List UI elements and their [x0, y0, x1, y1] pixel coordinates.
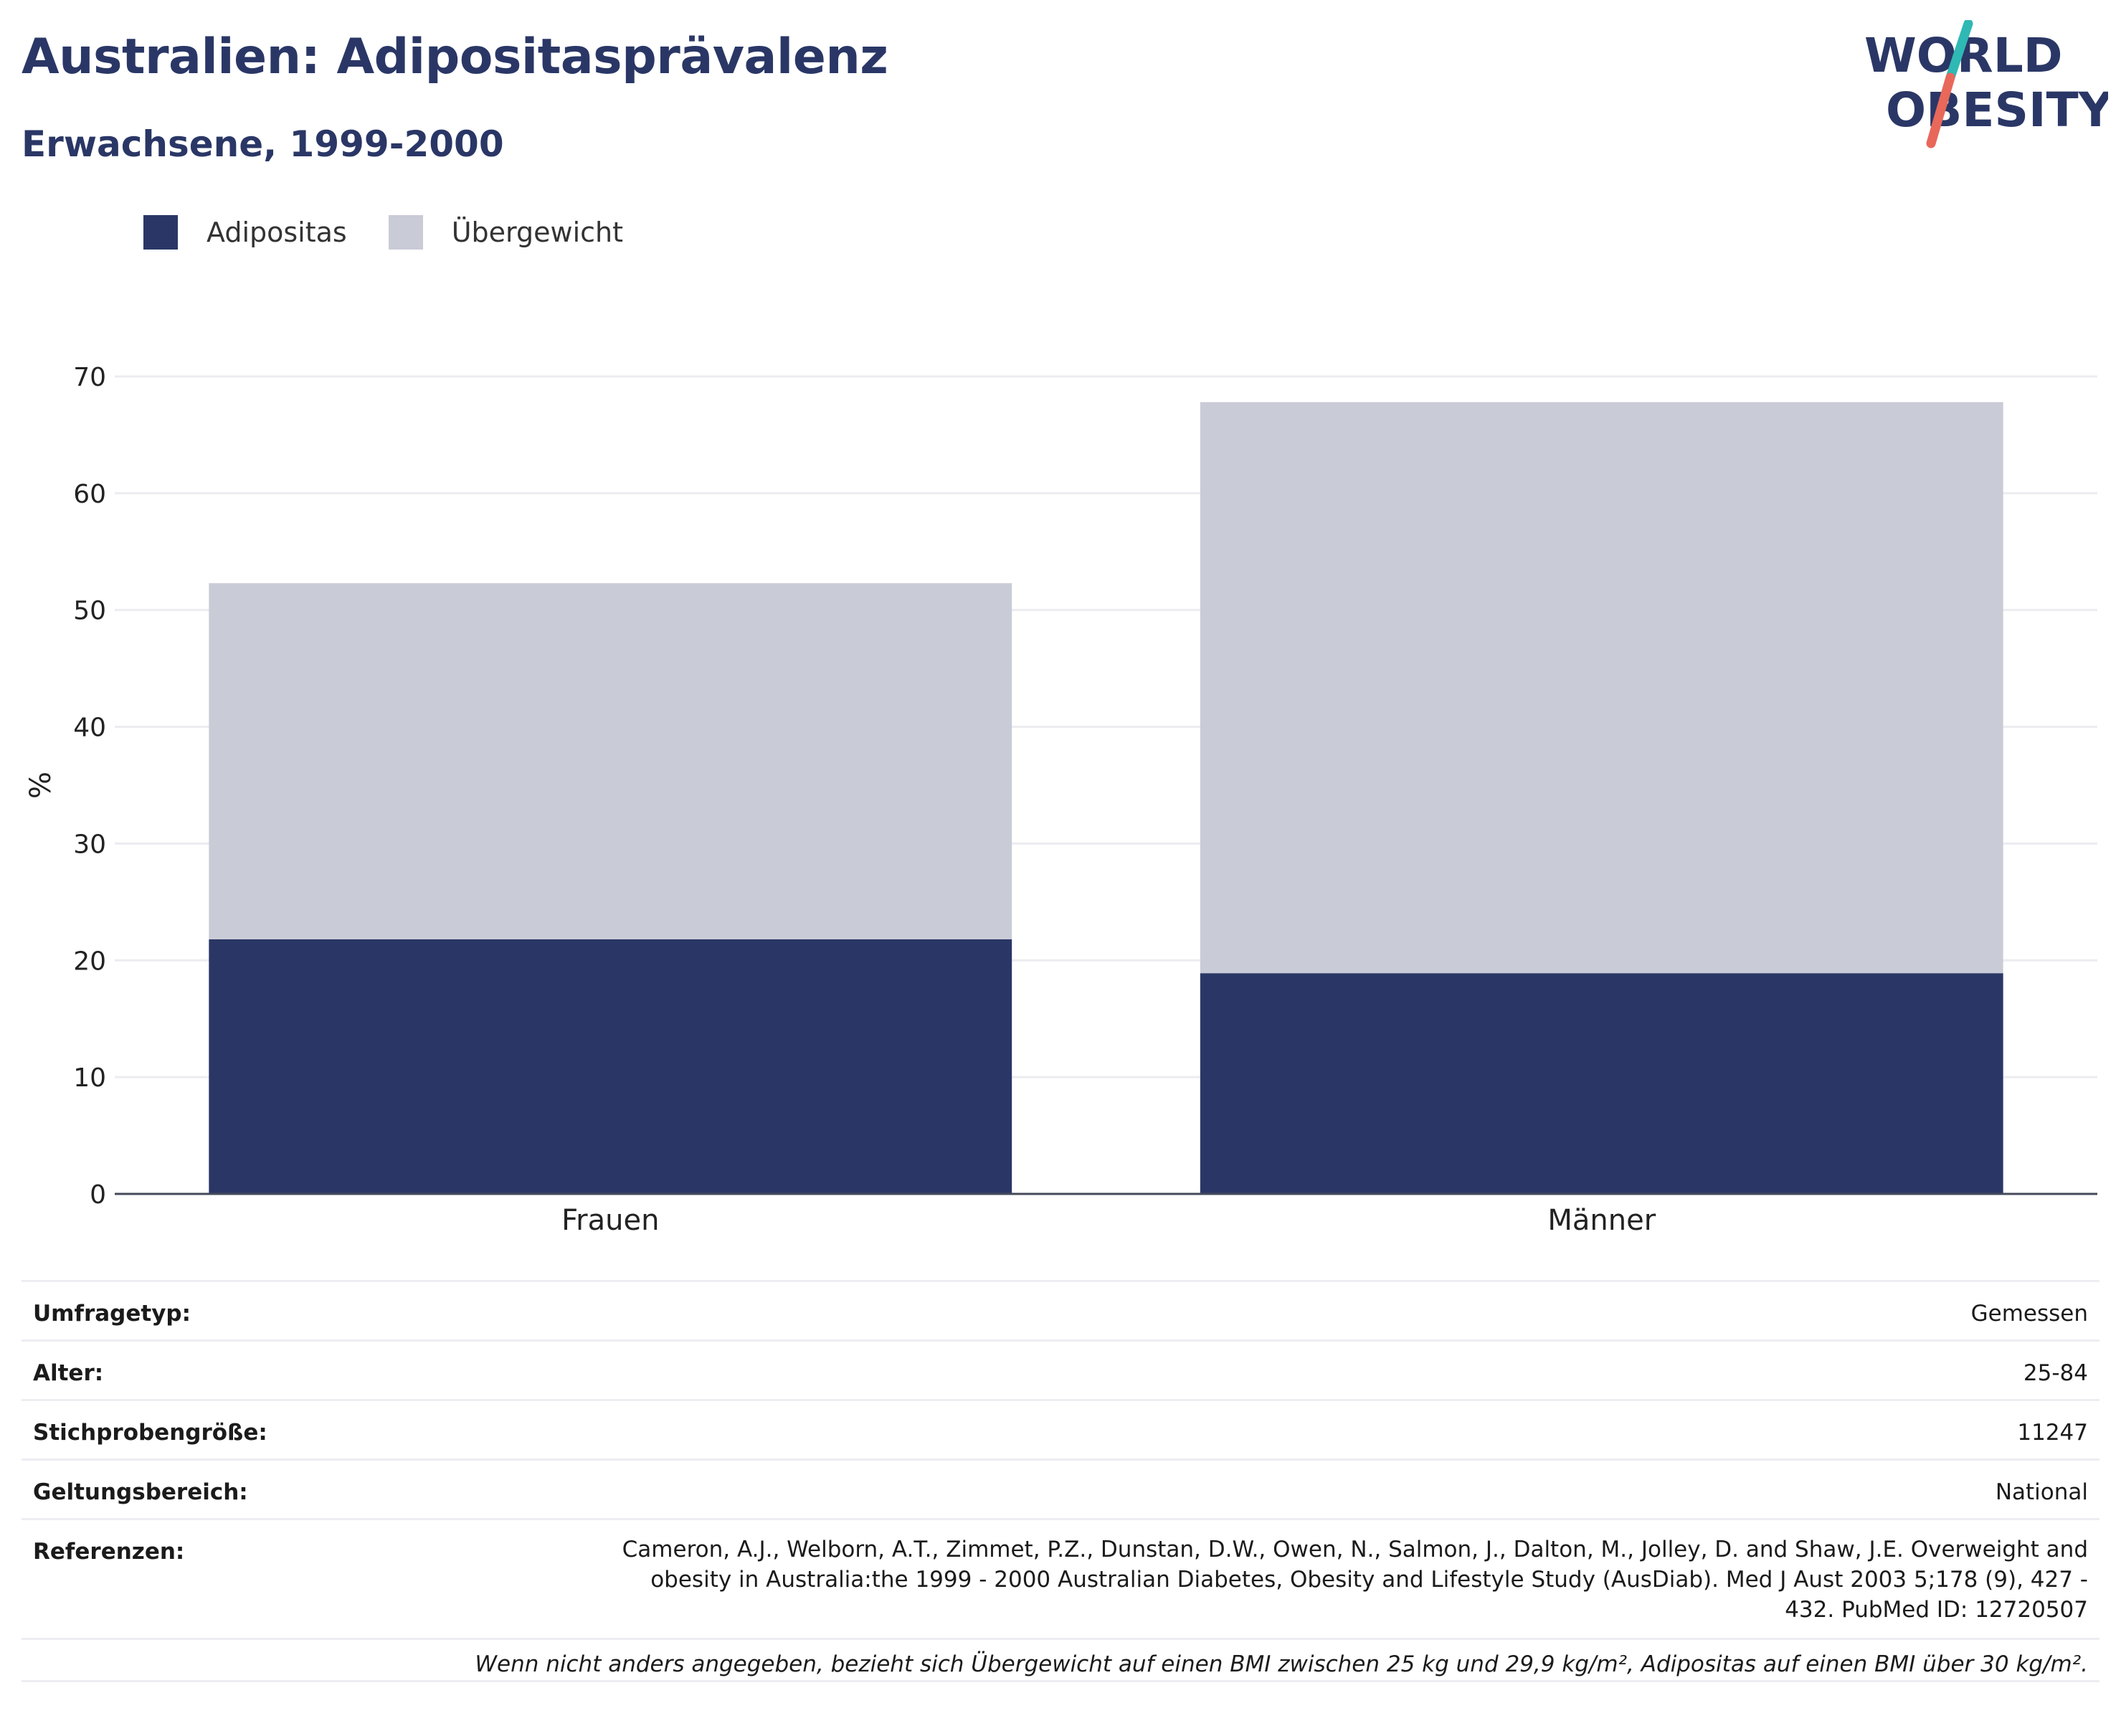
- legend-item-adipositas: Adipositas: [143, 215, 347, 250]
- info-row-sample-size: Stichprobengröße: 11247: [22, 1399, 2099, 1458]
- survey-type-value: Gemessen: [1970, 1301, 2088, 1327]
- world-obesity-logo: WORLD OBESITY: [1864, 20, 2108, 148]
- references-value: Cameron, A.J., Welborn, A.T., Zimmet, P.…: [622, 1537, 2088, 1623]
- references-label: Referenzen:: [33, 1539, 185, 1565]
- info-row-age: Alter: 25-84: [22, 1339, 2099, 1399]
- y-tick-label-10: 10: [73, 1063, 106, 1093]
- legend-label-uebergewicht: Übergewicht: [451, 217, 623, 248]
- footnote-row: Wenn nicht anders angegeben, bezieht sic…: [22, 1638, 2099, 1682]
- bar-uebergewicht-frauen: [209, 583, 1012, 939]
- survey-info-table: Umfragetyp: Gemessen Alter: 25-84 Stichp…: [22, 1280, 2099, 1682]
- legend-label-adipositas: Adipositas: [207, 217, 347, 248]
- chart-title: Australien: Adipositasprävalenz: [22, 29, 888, 85]
- survey-type-label: Umfragetyp:: [33, 1301, 191, 1327]
- bar-adipositas-maenner: [1200, 973, 2003, 1194]
- sample-size-label: Stichprobengröße:: [33, 1420, 267, 1446]
- y-tick-label-20: 20: [73, 947, 106, 976]
- chart-subtitle: Erwachsene, 1999-2000: [22, 123, 504, 165]
- y-tick-label-70: 70: [73, 363, 106, 392]
- bar-uebergewicht-maenner: [1200, 402, 2003, 974]
- age-value: 25-84: [2023, 1360, 2088, 1386]
- legend-swatch-uebergewicht: [388, 215, 423, 250]
- logo-text-obesity: OBESITY: [1886, 82, 2108, 138]
- sample-size-value: 11247: [2017, 1420, 2088, 1446]
- info-row-survey-type: Umfragetyp: Gemessen: [22, 1280, 2099, 1339]
- y-tick-label-60: 60: [73, 480, 106, 509]
- bmi-footnote: Wenn nicht anders angegeben, bezieht sic…: [475, 1651, 2088, 1677]
- y-tick-label-0: 0: [90, 1180, 106, 1210]
- y-axis-title: %: [24, 772, 57, 799]
- y-tick-label-30: 30: [73, 830, 106, 859]
- y-tick-label-50: 50: [73, 597, 106, 626]
- logo-slash-teal: [1945, 20, 1973, 82]
- stacked-bar-chart: 0 10 20 30 40 50 60 70% Frauen Männer: [24, 363, 2097, 1237]
- info-row-scope: Geltungsbereich: National: [22, 1458, 2099, 1518]
- legend-swatch-adipositas: [143, 215, 178, 250]
- age-label: Alter:: [33, 1360, 104, 1386]
- x-tick-label-frauen: Frauen: [561, 1204, 659, 1237]
- x-tick-label-maenner: Männer: [1547, 1204, 1656, 1237]
- logo-slash-coral: [1926, 72, 1955, 148]
- scope-label: Geltungsbereich:: [33, 1479, 248, 1505]
- bar-adipositas-frauen: [209, 939, 1012, 1194]
- legend-item-uebergewicht: Übergewicht: [388, 215, 623, 250]
- y-tick-label-40: 40: [73, 713, 106, 743]
- scope-value: National: [1995, 1479, 2088, 1505]
- info-row-references: Referenzen: Cameron, A.J., Welborn, A.T.…: [22, 1518, 2099, 1638]
- chart-legend: Adipositas Übergewicht: [143, 214, 665, 251]
